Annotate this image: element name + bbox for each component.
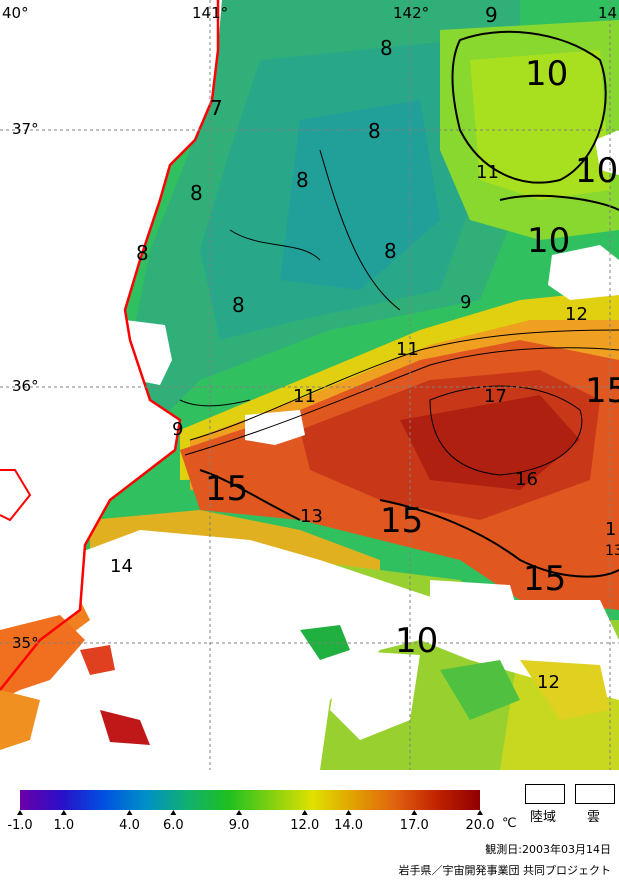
isotherm-contours	[179, 30, 619, 578]
contour-label: 11	[293, 386, 316, 407]
colorbar-tick-mark	[60, 810, 67, 815]
colorbar-tick-label: 14.0	[334, 818, 363, 830]
contour-label: 9	[460, 292, 471, 313]
project-credit: 岩手県／宇宙開発事業団 共同プロジェクト	[398, 864, 612, 877]
temperature-colorbar: -1.0 1.0 4.0 6.0 9.0 12.0 14.0 17.0 20.0	[7, 790, 495, 830]
contour-label: 8	[368, 119, 381, 143]
lon-label-143: 14	[598, 4, 617, 22]
contour-label: 8	[136, 241, 149, 265]
colorbar-unit: ℃	[502, 816, 517, 831]
contour-label: 10	[527, 221, 570, 261]
contour-label: 17	[484, 386, 507, 407]
contour-label: 11	[396, 339, 419, 360]
contour-label: 1	[605, 519, 616, 540]
contour-label: 8	[380, 36, 393, 60]
sea-temperature-map: 40° 141° 142° 14 37° 36° 35° 9 8 10 7 8 …	[0, 0, 619, 770]
contour-label: 13	[300, 506, 323, 527]
contour-label: 15	[585, 371, 619, 411]
colorbar-tick-mark	[17, 810, 23, 815]
observation-date: 観測日:2003年03月14日	[485, 843, 611, 856]
cloud-mask	[0, 130, 619, 770]
contour-label: 10	[525, 54, 568, 94]
land-legend-label: 陸域	[530, 810, 557, 825]
legend-panel: -1.0 1.0 4.0 6.0 9.0 12.0 14.0 17.0 20.0 ℃ 陸域 雲 …	[0, 770, 619, 881]
colorbar-tick-mark	[411, 810, 418, 815]
colorbar-gradient	[20, 790, 480, 810]
cloud-legend-swatch	[575, 784, 615, 804]
contour-labels: 9 8 10 7 8 11 10 8 8 8 10 8 8 9 12 11 11…	[110, 3, 619, 693]
contour-label: 10	[395, 621, 438, 661]
contour-label: 10	[575, 151, 618, 191]
lon-label-141: 141°	[192, 4, 228, 22]
contour-label: 8	[296, 168, 309, 192]
colorbar-tick-label: 1.0	[53, 818, 74, 830]
colorbar-tick-label: 12.0	[290, 818, 319, 830]
contour-label: 9	[172, 419, 183, 440]
lon-label-142: 142°	[393, 4, 429, 22]
contour-label: 7	[210, 96, 223, 120]
contour-label: 8	[190, 181, 203, 205]
colorbar-tick-mark	[301, 810, 308, 815]
sea-surface	[0, 0, 619, 770]
contour-label: 13	[605, 543, 619, 559]
contour-label: 15	[523, 559, 566, 599]
contour-label: 11	[476, 162, 499, 183]
contour-label: 12	[537, 672, 560, 693]
coastline-bay	[0, 469, 32, 522]
contour-label: 14	[110, 556, 133, 577]
colorbar-tick-label: 4.0	[119, 818, 140, 830]
colorbar-tick-mark	[236, 810, 243, 815]
cloud-legend-label: 雲	[587, 810, 601, 825]
colorbar-tick-mark	[345, 810, 352, 815]
contour-label: 16	[515, 469, 538, 490]
colorbar-tick-label: 20.0	[466, 818, 495, 830]
colorbar-tick-label: -1.0	[7, 818, 32, 830]
contour-label: 8	[232, 293, 245, 317]
lat-lon-grid	[0, 0, 619, 770]
lat-label-35: 35°	[12, 634, 39, 652]
land-legend-swatch	[525, 784, 565, 804]
colorbar-tick-mark	[477, 810, 483, 815]
contour-label: 15	[380, 501, 423, 541]
lat-label-36: 36°	[12, 377, 39, 395]
coastline	[0, 0, 220, 691]
contour-label: 8	[384, 239, 397, 263]
colorbar-tick-mark	[170, 810, 177, 815]
lat-label-37: 37°	[12, 120, 39, 138]
contour-label: 15	[205, 469, 248, 509]
contour-label: 12	[565, 304, 588, 325]
lon-label-140: 40°	[2, 4, 29, 22]
colorbar-tick-label: 6.0	[163, 818, 184, 830]
colorbar-tick-label: 9.0	[229, 818, 250, 830]
colorbar-tick-label: 17.0	[400, 818, 429, 830]
colorbar-tick-mark	[126, 810, 133, 815]
contour-label: 9	[485, 3, 498, 27]
